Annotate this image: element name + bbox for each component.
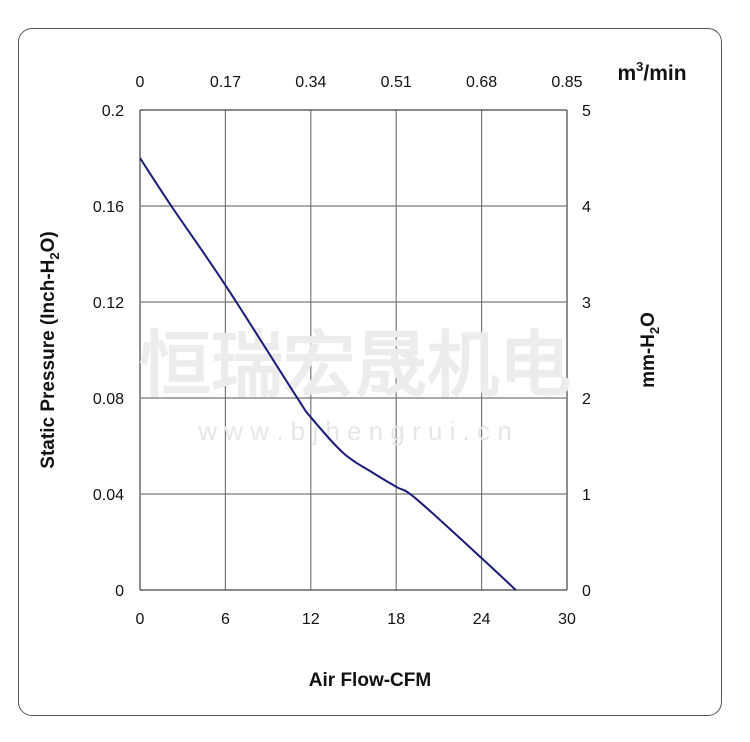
- top-axis-unit: m3/min: [617, 59, 686, 85]
- x-tick-label: 30: [558, 611, 576, 628]
- x-tick-label: 6: [221, 611, 230, 628]
- y-tick-label: 0.2: [102, 103, 124, 120]
- x-tick-label: 24: [473, 611, 491, 628]
- y-axis-right-label: mm-H2O: [638, 312, 662, 388]
- watermark: 恒瑞宏晟机电 w w w . b j h e n g r u i . c n: [139, 326, 571, 446]
- chart-frame: [18, 28, 722, 716]
- series-line: [139, 157, 517, 591]
- y-tick-label: 0: [115, 583, 124, 600]
- top-x-tick-label: 0.51: [381, 74, 412, 91]
- y-axis-label: Static Pressure (Inch-H2O): [38, 231, 62, 468]
- x-axis-label: Air Flow-CFM: [309, 670, 431, 691]
- watermark-url: w w w . b j h e n g r u i . c n: [197, 416, 512, 446]
- y-right-tick-label: 2: [582, 391, 591, 408]
- y-tick-label: 0.16: [93, 199, 124, 216]
- x-tick-label: 0: [136, 611, 145, 628]
- y-right-tick-label: 5: [582, 103, 591, 120]
- top-x-tick-label: 0.17: [210, 74, 241, 91]
- y-tick-label: 0.04: [93, 487, 124, 504]
- y-right-tick-label: 3: [582, 295, 591, 312]
- watermark-brand: 恒瑞宏晟机电: [139, 326, 571, 406]
- y-right-tick-label: 1: [582, 487, 591, 504]
- x-tick-label: 12: [302, 611, 320, 628]
- x-tick-label: 18: [387, 611, 405, 628]
- top-x-tick-label: 0.34: [295, 74, 326, 91]
- grid: [139, 109, 568, 591]
- y-right-tick-label: 4: [582, 199, 591, 216]
- top-x-tick-label: 0: [136, 74, 145, 91]
- top-x-tick-label: 0.85: [551, 74, 582, 91]
- y-tick-label: 0.08: [93, 391, 124, 408]
- y-tick-label: 0.12: [93, 295, 124, 312]
- y-right-tick-label: 0: [582, 583, 591, 600]
- top-x-tick-label: 0.68: [466, 74, 497, 91]
